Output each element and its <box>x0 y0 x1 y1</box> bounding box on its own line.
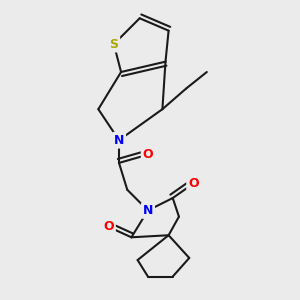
Text: O: O <box>188 177 199 190</box>
Text: O: O <box>103 220 114 233</box>
Text: N: N <box>114 134 124 147</box>
Text: N: N <box>143 204 153 217</box>
Text: O: O <box>142 148 153 161</box>
Text: S: S <box>109 38 118 51</box>
